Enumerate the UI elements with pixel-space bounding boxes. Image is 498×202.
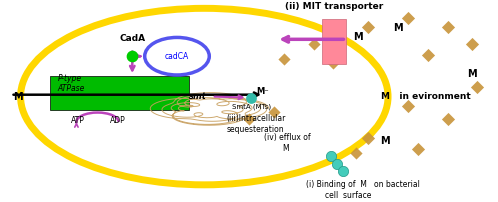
- Point: [444, 118, 452, 121]
- Point: [404, 16, 412, 19]
- Bar: [50, 76, 189, 110]
- Text: cadCA: cadCA: [165, 52, 189, 61]
- Point: [352, 151, 360, 155]
- Point: [424, 54, 432, 57]
- Bar: [323, 19, 346, 64]
- Text: M: M: [13, 92, 23, 102]
- Text: M   in evironment: M in evironment: [380, 92, 470, 101]
- Text: (i) Binding of  M   on bacterial
        cell  surface: (i) Binding of M on bacterial cell surfa…: [306, 180, 420, 200]
- Point: [364, 136, 372, 140]
- Text: smt: smt: [189, 92, 207, 101]
- Point: [327, 154, 335, 157]
- Point: [364, 25, 372, 29]
- Point: [330, 61, 338, 64]
- Point: [474, 86, 482, 89]
- Point: [280, 57, 288, 61]
- Text: ATP: ATP: [71, 117, 85, 125]
- Point: [128, 55, 136, 58]
- Text: (iv) efflux of
        M: (iv) efflux of M: [264, 133, 311, 153]
- Text: (ii) MIT transporter: (ii) MIT transporter: [285, 2, 383, 11]
- Text: P-type
ATPase: P-type ATPase: [58, 74, 85, 94]
- Text: ADP: ADP: [110, 117, 125, 125]
- Point: [248, 96, 255, 99]
- Text: M: M: [393, 23, 403, 33]
- Text: SmtA (MTs): SmtA (MTs): [232, 103, 271, 110]
- Point: [339, 169, 347, 172]
- Text: CadA: CadA: [119, 34, 145, 43]
- Point: [444, 25, 452, 29]
- Text: M⁻: M⁻: [256, 87, 269, 96]
- Point: [245, 118, 253, 121]
- Point: [270, 110, 278, 113]
- Point: [310, 42, 318, 46]
- Text: M: M: [468, 69, 477, 79]
- Point: [404, 104, 412, 108]
- Text: M: M: [380, 136, 390, 146]
- Text: M: M: [353, 33, 363, 42]
- Point: [414, 147, 422, 151]
- Text: (iii)Intracellular
sequesteration: (iii)Intracellular sequesteration: [227, 114, 286, 134]
- Point: [334, 162, 342, 165]
- Point: [469, 42, 477, 46]
